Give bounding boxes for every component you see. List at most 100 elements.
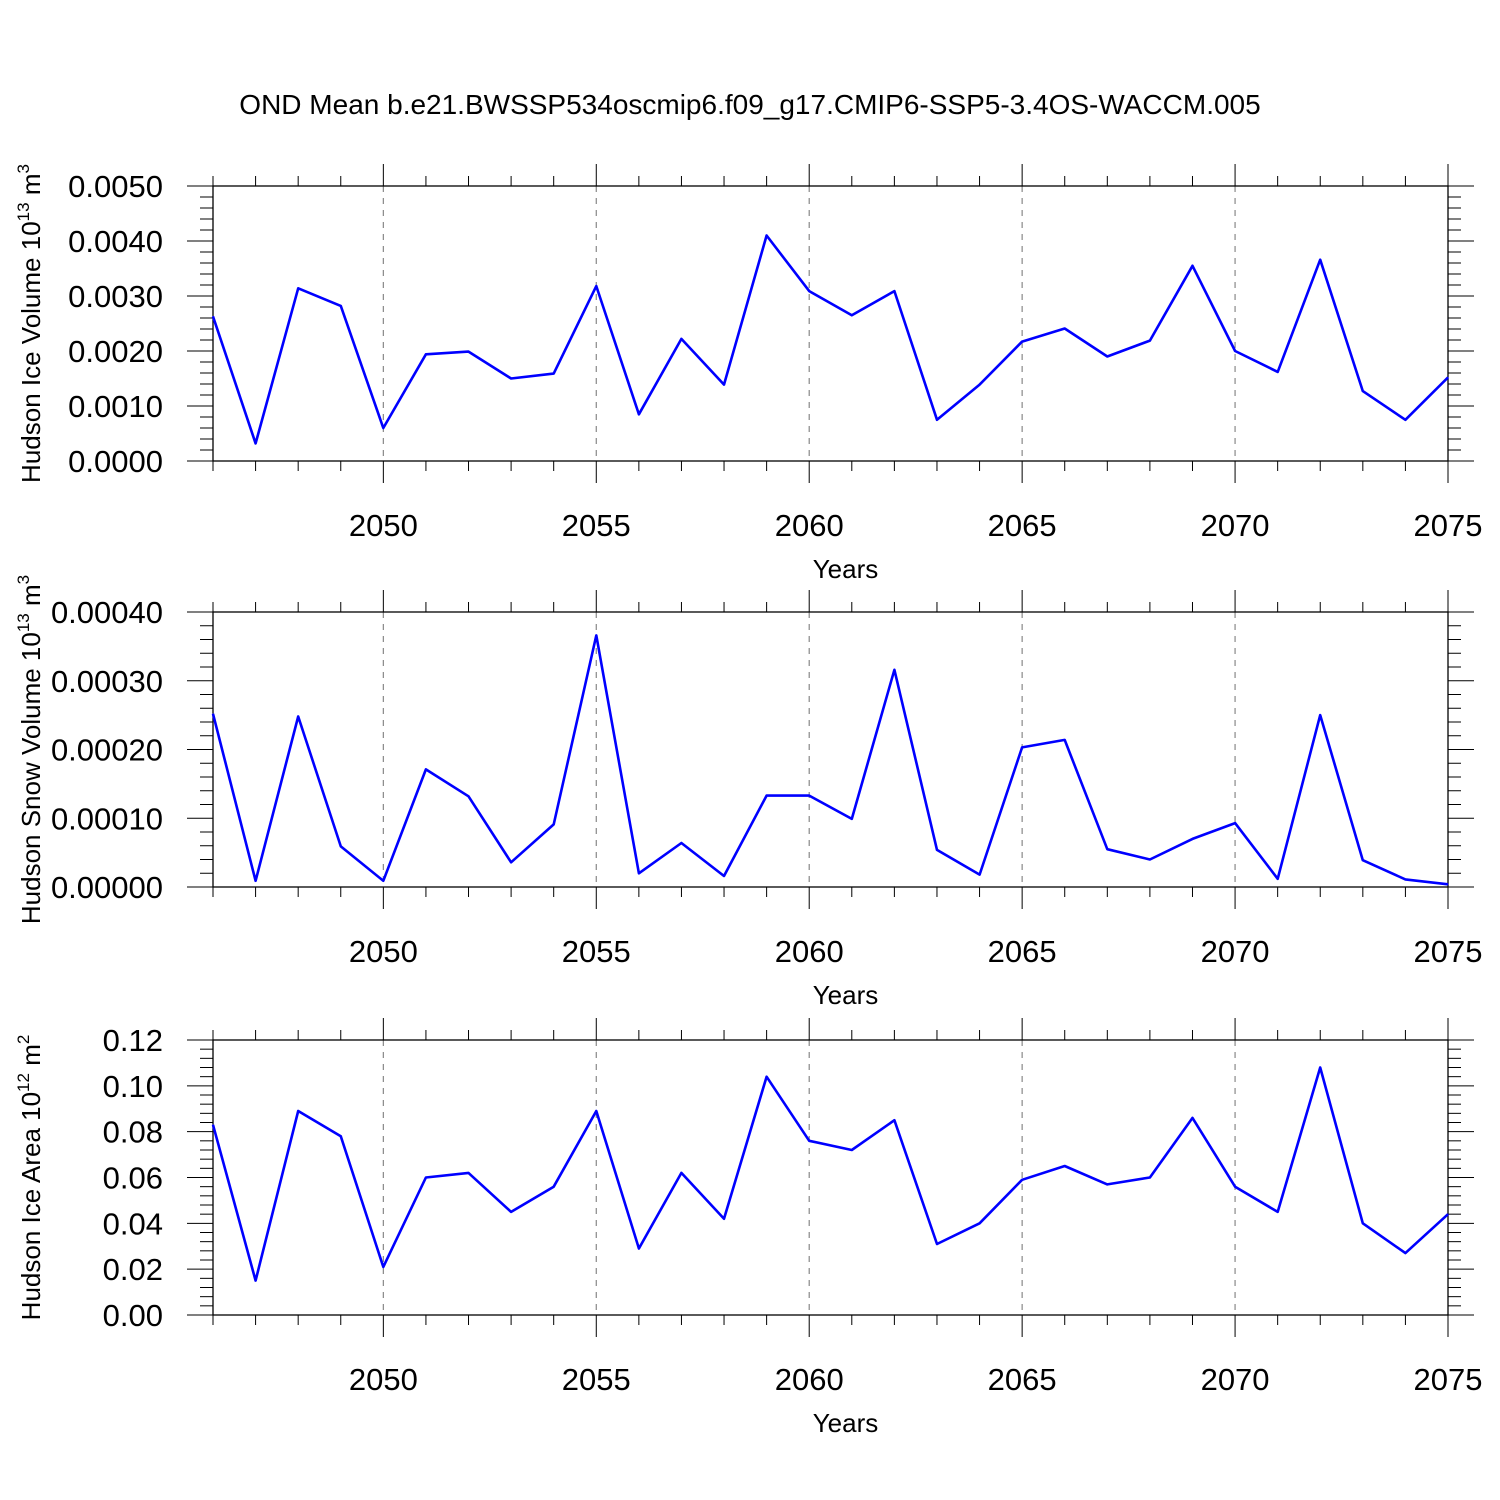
data-point	[936, 1243, 938, 1245]
x-tick-label: 2065	[988, 1362, 1057, 1397]
chart-panel-2: 2050 2055 2060 2065 2070 2075 Years 0.00000 0.00…	[14, 575, 1482, 1010]
y-tick-label: 0.08	[103, 1115, 163, 1150]
data-point	[1447, 376, 1449, 378]
chart-title: OND Mean b.e21.BWSSP534oscmip6.f09_g17.C…	[239, 89, 1260, 120]
data-point	[595, 1110, 597, 1112]
y-tick-label: 0.00000	[51, 870, 163, 905]
data-point	[1064, 327, 1066, 329]
data-point	[680, 338, 682, 340]
data-point	[766, 235, 768, 236]
x-tick-label: 2070	[1201, 934, 1270, 969]
data-point	[510, 861, 512, 863]
y-tick-label: 0.00030	[51, 664, 163, 699]
y-tick-label: 0.12	[103, 1023, 163, 1058]
data-point	[1064, 1165, 1066, 1167]
data-point	[1362, 390, 1364, 392]
data-point	[936, 849, 938, 851]
data-point	[297, 1110, 299, 1112]
data-point	[340, 845, 342, 847]
data-point	[1404, 419, 1406, 421]
data-point	[1149, 1177, 1151, 1178]
y-tick-label: 0.0010	[68, 389, 163, 424]
data-point	[255, 1280, 257, 1282]
x-tick-label: 2060	[775, 508, 844, 543]
y-tick-label: 0.0050	[68, 169, 163, 204]
data-point	[1319, 259, 1321, 261]
data-point	[1106, 1183, 1108, 1185]
y-tick-label: 0.0020	[68, 334, 163, 369]
data-point	[510, 378, 512, 379]
chart-panel-3: 2050 2055 2060 2065 2070 2075 Years 0.00 0.02 0.0…	[14, 1018, 1482, 1438]
data-point	[382, 427, 384, 429]
y-tick-label: 0.06	[103, 1161, 163, 1196]
data-point	[680, 1172, 682, 1174]
x-tick-label: 2050	[349, 508, 418, 543]
data-point	[595, 634, 597, 636]
data-point	[851, 1149, 853, 1151]
data-point	[553, 1186, 555, 1188]
data-point	[1319, 1067, 1321, 1068]
x-tick-label: 2075	[1414, 508, 1483, 543]
data-point	[1191, 838, 1193, 840]
x-tick-label: 2050	[349, 934, 418, 969]
data-point	[766, 1076, 768, 1078]
x-axis-label: Years	[813, 554, 879, 584]
data-point	[1191, 265, 1193, 267]
plot-frame	[212, 1039, 1449, 1316]
data-point	[553, 823, 555, 825]
y-axis-label: Hudson Ice Area 1012 m2	[14, 1035, 46, 1321]
data-point	[1234, 822, 1236, 824]
data-point	[638, 413, 640, 415]
data-point	[638, 872, 640, 874]
data-point	[1447, 883, 1449, 885]
data-point	[680, 842, 682, 844]
series-line	[211, 634, 1449, 886]
data-point	[1106, 356, 1108, 357]
data-point	[979, 874, 981, 876]
data-point	[1447, 1213, 1449, 1215]
data-point	[255, 880, 257, 882]
x-axis-label: Years	[813, 980, 879, 1010]
data-point	[893, 290, 895, 292]
data-point	[1234, 1186, 1236, 1188]
x-tick-label: 2065	[988, 508, 1057, 543]
data-point	[936, 419, 938, 421]
data-point	[851, 314, 853, 316]
data-point	[979, 384, 981, 386]
x-tick-label: 2060	[775, 934, 844, 969]
data-point	[468, 1172, 470, 1174]
data-point	[1021, 746, 1023, 748]
data-point	[1319, 714, 1321, 716]
plot-frame	[212, 185, 1449, 462]
data-point	[468, 351, 470, 353]
x-tick-label: 2055	[562, 508, 631, 543]
x-tick-label: 2075	[1414, 934, 1483, 969]
data-point	[1149, 340, 1151, 342]
data-point	[808, 795, 810, 797]
data-point	[893, 1119, 895, 1121]
y-tick-label: 0.00010	[51, 801, 163, 836]
y-tick-label: 0.0040	[68, 224, 163, 259]
y-axis-label: Hudson Ice Volume 1013 m3	[14, 164, 46, 483]
data-point	[808, 290, 810, 292]
x-axis-label: Years	[813, 1408, 879, 1438]
data-point	[382, 1266, 384, 1268]
data-point	[425, 1177, 427, 1178]
data-point	[212, 1124, 214, 1126]
data-point	[1191, 1117, 1193, 1119]
data-point	[297, 716, 299, 717]
data-point	[212, 713, 214, 715]
data-point	[382, 880, 384, 882]
x-tick-label: 2075	[1414, 1362, 1483, 1397]
data-point	[425, 353, 427, 355]
y-tick-label: 0.10	[103, 1069, 163, 1104]
data-point	[595, 285, 597, 287]
data-point	[553, 373, 555, 375]
data-point	[297, 287, 299, 289]
data-point	[808, 1140, 810, 1142]
data-point	[1064, 739, 1066, 741]
data-point	[340, 305, 342, 307]
data-point	[1362, 1222, 1364, 1224]
data-point	[1362, 859, 1364, 861]
